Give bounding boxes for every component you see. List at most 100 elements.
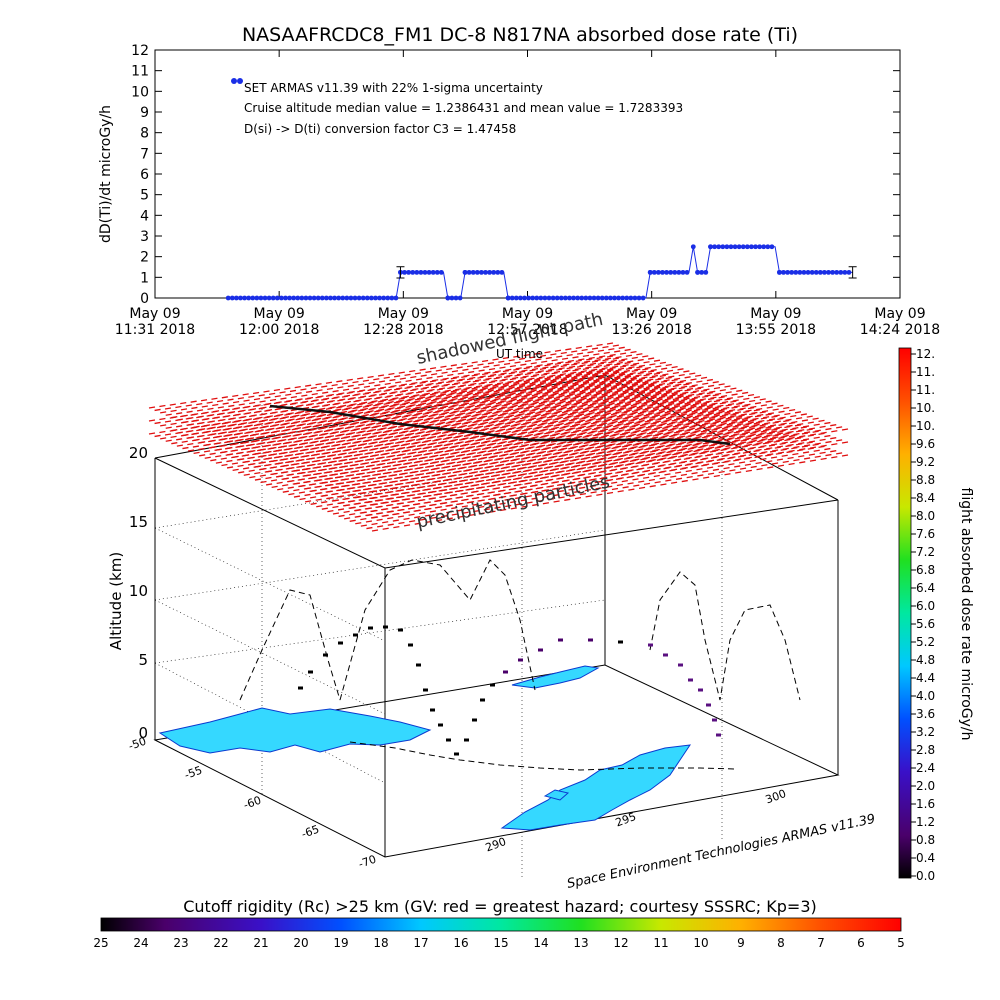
- particle-mark: [549, 387, 556, 390]
- particle-mark: [524, 372, 532, 376]
- particle-mark: [284, 428, 291, 431]
- particle-mark: [587, 364, 594, 367]
- particle-mark: [526, 378, 533, 382]
- particle-mark: [800, 439, 807, 442]
- particle-mark: [641, 376, 648, 379]
- particle-mark: [582, 381, 590, 385]
- particle-mark: [316, 479, 323, 482]
- particle-mark: [331, 418, 338, 421]
- particle-mark: [470, 458, 477, 461]
- particle-mark: [476, 419, 483, 422]
- particle-mark: [593, 393, 600, 396]
- particle-mark: [262, 425, 269, 428]
- particle-mark: [720, 408, 728, 411]
- particle-mark: [431, 373, 438, 376]
- particle-mark: [714, 420, 721, 423]
- particle-mark: [397, 482, 404, 486]
- particle-mark: [182, 420, 189, 424]
- particle-mark: [490, 373, 497, 377]
- particle-mark: [519, 460, 526, 463]
- particle-mark: [625, 409, 633, 412]
- particle-mark: [515, 393, 522, 396]
- particle-mark: [351, 409, 358, 412]
- series-point: [664, 269, 669, 275]
- series-point: [550, 295, 556, 301]
- particle-mark: [446, 442, 454, 446]
- particle-mark: [346, 378, 353, 382]
- particle-mark: [315, 466, 322, 469]
- particle-mark: [621, 371, 628, 374]
- particle-mark: [464, 380, 471, 383]
- particle-mark: [536, 377, 543, 380]
- particle-mark: [632, 388, 640, 391]
- particle-mark: [385, 471, 392, 474]
- particle-mark: [480, 450, 487, 453]
- particle-mark: [326, 490, 333, 493]
- particle-mark: [573, 389, 580, 392]
- particle-mark: [636, 442, 643, 445]
- particle-mark: [670, 413, 677, 416]
- particle-mark: [344, 504, 351, 507]
- particle-mark: [315, 485, 322, 488]
- particle-mark: [437, 457, 445, 460]
- particle-mark: [480, 409, 487, 412]
- particle-mark: [448, 455, 455, 458]
- particle-mark: [381, 433, 388, 436]
- particle-mark: [418, 479, 425, 482]
- particle-mark: [592, 387, 599, 390]
- particle-mark: [437, 409, 444, 412]
- particle-mark: [265, 408, 273, 412]
- particle-mark: [316, 505, 323, 508]
- particle-mark: [603, 404, 611, 408]
- particle-mark: [553, 370, 561, 374]
- particle-mark: [488, 367, 496, 371]
- particle-mark: [502, 453, 509, 456]
- particle-mark: [483, 378, 490, 382]
- particle-mark: [615, 410, 622, 414]
- particle-mark: [766, 432, 773, 435]
- particle-mark: [564, 369, 571, 372]
- particle-mark: [220, 425, 227, 428]
- particle-mark: [243, 460, 250, 463]
- particle-mark: [691, 411, 698, 415]
- particle-mark: [446, 367, 453, 371]
- particle-mark: [610, 386, 618, 390]
- particle-mark: [462, 437, 469, 440]
- particle-mark: [608, 402, 615, 406]
- series-point: [720, 244, 726, 250]
- particle-mark: [596, 398, 604, 401]
- particle-mark: [665, 418, 672, 422]
- particle-mark: [636, 407, 643, 411]
- particle-mark: [661, 394, 668, 398]
- particle-mark: [715, 426, 722, 429]
- particle-mark: [730, 387, 737, 390]
- particle-mark: [306, 438, 314, 441]
- particle-mark: [287, 486, 294, 489]
- series-point: [389, 295, 395, 301]
- particle-mark: [314, 459, 321, 463]
- particle-mark: [601, 393, 608, 396]
- particle-mark: [282, 490, 289, 493]
- particle-mark: [554, 349, 562, 352]
- particle-mark: [521, 369, 528, 372]
- particle-mark: [215, 429, 222, 432]
- particle-mark: [407, 481, 415, 484]
- particle-mark: [556, 382, 563, 386]
- particle-mark: [655, 426, 662, 429]
- particle-mark: [348, 425, 355, 428]
- particle-mark: [559, 435, 566, 438]
- particle-mark: [698, 392, 705, 395]
- legend-marker: [237, 78, 243, 84]
- series-point: [418, 269, 424, 275]
- particle-mark: [300, 429, 307, 432]
- particle-mark: [466, 364, 474, 368]
- particle-mark: [254, 459, 261, 462]
- particle-mark: [154, 434, 161, 438]
- particle-mark: [337, 495, 345, 498]
- particle-mark: [451, 432, 458, 435]
- particle-mark: [692, 403, 699, 406]
- particle-mark: [553, 396, 561, 400]
- particle-mark: [519, 370, 526, 373]
- particle-mark: [362, 414, 369, 417]
- particle-mark: [544, 406, 551, 409]
